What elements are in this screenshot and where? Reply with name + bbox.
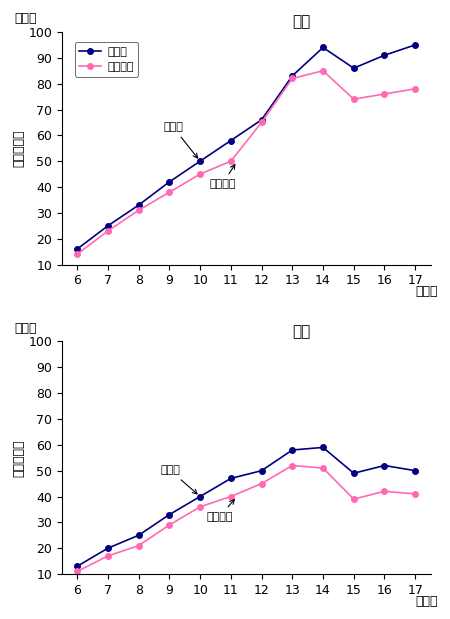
食べる bbox=[136, 532, 141, 539]
食べる bbox=[228, 475, 234, 482]
食べる bbox=[290, 446, 295, 454]
食べる bbox=[75, 245, 80, 253]
食べない bbox=[75, 251, 80, 258]
Line: 食べない: 食べない bbox=[74, 68, 418, 257]
食べない bbox=[290, 462, 295, 469]
食べない bbox=[105, 227, 111, 235]
Line: 食べる: 食べる bbox=[74, 444, 418, 569]
食べない bbox=[351, 95, 356, 103]
Title: 男子: 男子 bbox=[292, 14, 310, 30]
Y-axis label: 折り返し数: 折り返し数 bbox=[13, 129, 26, 167]
Text: （歳）: （歳） bbox=[415, 595, 438, 608]
食べない bbox=[166, 521, 172, 529]
食べる bbox=[351, 470, 356, 477]
食べる bbox=[259, 467, 264, 474]
Text: 食べる: 食べる bbox=[163, 122, 198, 158]
Text: （回）: （回） bbox=[14, 12, 36, 25]
Title: 女子: 女子 bbox=[292, 324, 310, 339]
食べる bbox=[320, 44, 326, 51]
Text: （歳）: （歳） bbox=[415, 285, 438, 298]
食べない bbox=[351, 495, 356, 503]
食べない bbox=[198, 170, 203, 178]
食べない bbox=[320, 67, 326, 74]
食べる bbox=[228, 137, 234, 144]
食べる bbox=[105, 545, 111, 552]
食べない bbox=[228, 493, 234, 500]
食べない bbox=[413, 490, 418, 498]
食べない bbox=[198, 503, 203, 511]
食べる bbox=[105, 222, 111, 230]
食べない bbox=[290, 75, 295, 82]
食べない bbox=[259, 119, 264, 126]
食べない bbox=[259, 480, 264, 487]
食べない bbox=[136, 542, 141, 549]
食べる bbox=[382, 51, 387, 59]
食べる bbox=[166, 178, 172, 186]
Y-axis label: 折り返し数: 折り返し数 bbox=[13, 439, 26, 477]
食べる bbox=[136, 201, 141, 209]
食べる bbox=[413, 467, 418, 474]
食べる bbox=[198, 157, 203, 165]
食べる bbox=[320, 444, 326, 451]
食べる bbox=[382, 462, 387, 469]
Legend: 食べる, 食べない: 食べる, 食べない bbox=[75, 42, 138, 77]
Text: 食べない: 食べない bbox=[209, 165, 236, 189]
食べない bbox=[166, 188, 172, 196]
食べない bbox=[320, 464, 326, 472]
食べる bbox=[75, 563, 80, 570]
食べる bbox=[351, 64, 356, 72]
Text: 食べない: 食べない bbox=[206, 500, 234, 522]
食べない bbox=[382, 90, 387, 98]
食べる bbox=[290, 72, 295, 80]
Text: 食べる: 食べる bbox=[160, 465, 197, 494]
Line: 食べない: 食べない bbox=[74, 463, 418, 574]
食べる bbox=[198, 493, 203, 500]
食べない bbox=[228, 157, 234, 165]
食べない bbox=[75, 568, 80, 575]
食べない bbox=[382, 488, 387, 495]
食べる bbox=[166, 511, 172, 518]
食べない bbox=[413, 85, 418, 93]
食べる bbox=[259, 116, 264, 124]
食べない bbox=[136, 207, 141, 214]
Line: 食べる: 食べる bbox=[74, 42, 418, 252]
食べない bbox=[105, 552, 111, 560]
食べる bbox=[413, 41, 418, 49]
Text: （回）: （回） bbox=[14, 321, 36, 334]
